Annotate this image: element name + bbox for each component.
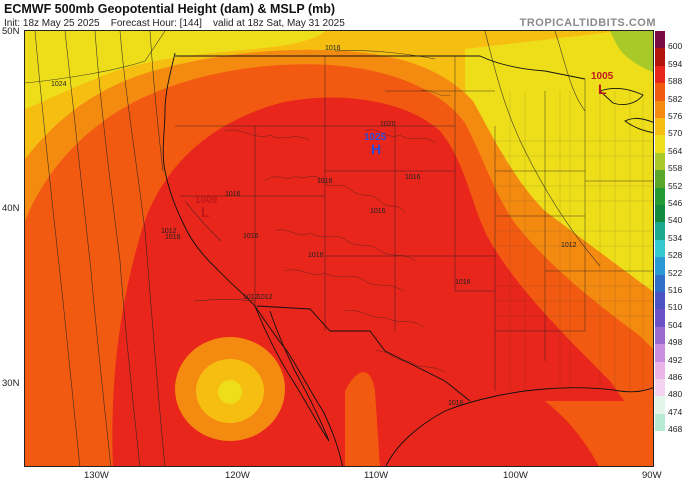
isobar-label: 1016	[325, 45, 341, 52]
legend-swatch-492	[655, 344, 665, 362]
legend-swatch-534	[655, 222, 665, 240]
legend-label-570: 570	[668, 128, 683, 138]
band-588-gulf	[345, 372, 380, 466]
forecast-map: 1024 1016 1020 1016 1016 1016 1016 1012 …	[24, 30, 654, 467]
lat-label-30n: 30N	[2, 378, 20, 389]
legend-label-522: 522	[668, 268, 683, 278]
legend-label-468: 468	[668, 424, 683, 434]
legend-label-552: 552	[668, 181, 683, 191]
county-lines	[495, 91, 653, 391]
legend-label-528: 528	[668, 250, 683, 260]
state-borders	[175, 56, 653, 391]
lat-label-40n: 40N	[2, 203, 20, 214]
legend-label-564: 564	[668, 146, 683, 156]
legend-label-582: 582	[668, 94, 683, 104]
legend-swatch-588	[655, 65, 665, 84]
legend-label-534: 534	[668, 233, 683, 243]
legend-label-546: 546	[668, 198, 683, 208]
legend-label-492: 492	[668, 355, 683, 365]
band-570	[25, 31, 325, 109]
forecast-hour: Forecast Hour: [144]	[110, 18, 202, 29]
legend-label-510: 510	[668, 302, 683, 312]
legend-label-588: 588	[668, 76, 683, 86]
isobar-label: 1016	[455, 279, 471, 286]
legend-swatch-510	[655, 292, 665, 310]
terrain-contours	[224, 89, 451, 374]
legend-swatch-480	[655, 379, 665, 397]
isobar-label: 1020	[380, 121, 396, 128]
low-pressure-marker-west: L	[201, 204, 210, 220]
color-legend: 600 594 588 582 576 570 564 558 552 546 …	[655, 31, 690, 467]
legend-swatch-576	[655, 100, 665, 118]
legend-swatch-540	[655, 205, 665, 223]
legend-swatch-468	[655, 413, 665, 432]
isobar-label: 1024	[51, 81, 67, 88]
legend-label-498: 498	[668, 337, 683, 347]
isobar-label: 1016	[370, 208, 386, 215]
isobar-label: 1016	[405, 174, 421, 181]
isobar-label: 1016	[448, 400, 464, 407]
gulf-coast	[385, 387, 653, 466]
legend-swatch-528	[655, 239, 665, 258]
lon-label-120w: 120W	[225, 470, 250, 481]
lon-label-110w: 110W	[364, 470, 389, 481]
legend-swatch-570	[655, 118, 665, 136]
valid-time: valid at 18z Sat, May 31 2025	[213, 18, 345, 29]
low-pressure-marker-east: L	[598, 81, 607, 97]
legend-label-594: 594	[668, 59, 683, 69]
isobar-label: 1012	[161, 228, 177, 235]
isobar-label: 1012	[257, 294, 273, 301]
legend-label-480: 480	[668, 389, 683, 399]
legend-label-540: 540	[668, 215, 683, 225]
band-570-core	[218, 380, 242, 404]
site-watermark: TROPICALTIDBITS.COM	[519, 17, 656, 29]
legend-swatch-600	[655, 31, 665, 49]
legend-label-474: 474	[668, 407, 683, 417]
run-info: Init: 18z May 25 2025 Forecast Hour: [14…	[4, 18, 345, 29]
legend-swatch-552	[655, 170, 665, 188]
legend-label-558: 558	[668, 163, 683, 173]
lon-label-130w: 130W	[84, 470, 109, 481]
pacific-coastline	[162, 52, 343, 466]
high-pressure-marker: H	[371, 141, 381, 157]
band-564	[610, 31, 653, 73]
band-588-se	[545, 401, 653, 466]
legend-swatch-594	[655, 48, 665, 66]
legend-label-600: 600	[668, 41, 683, 51]
legend-swatch-546	[655, 187, 665, 205]
low-pressure-value-east: 1005	[591, 71, 614, 82]
high-pressure-value: 1025	[364, 132, 387, 143]
legend-label-576: 576	[668, 111, 683, 121]
legend-swatch-522	[655, 257, 665, 275]
legend-swatch-498	[655, 326, 665, 345]
legend-swatch-564	[655, 135, 665, 153]
legend-swatch-474	[655, 396, 665, 414]
legend-swatch-516	[655, 274, 665, 292]
legend-swatch-582	[655, 83, 665, 101]
isobar-label: 1016	[317, 178, 333, 185]
chart-title: ECMWF 500mb Geopotential Height (dam) & …	[4, 2, 336, 16]
isobar-label: 1016	[308, 252, 324, 259]
lat-label-50n: 50N	[2, 26, 20, 37]
isobar-label: 1016	[165, 234, 181, 241]
isobar-1024	[25, 31, 166, 84]
band-570-east	[465, 31, 653, 320]
legend-swatch-558	[655, 152, 665, 171]
legend-swatch-486	[655, 361, 665, 379]
isobar-label: 1016	[243, 233, 259, 240]
init-time: Init: 18z May 25 2025	[4, 18, 100, 29]
legend-swatch-504	[655, 309, 665, 327]
baja-peninsula	[254, 305, 330, 442]
isobar-label: 1016	[225, 191, 241, 198]
legend-label-486: 486	[668, 372, 683, 382]
legend-label-516: 516	[668, 285, 683, 295]
legend-label-504: 504	[668, 320, 683, 330]
isobar-label: 1012	[243, 294, 259, 301]
lon-label-100w: 100W	[503, 470, 528, 481]
lon-label-90w: 90W	[642, 470, 662, 481]
low-pressure-value-west: 1009	[195, 195, 218, 206]
canada-us-border	[175, 55, 586, 80]
isobar-label: 1012	[561, 242, 577, 249]
